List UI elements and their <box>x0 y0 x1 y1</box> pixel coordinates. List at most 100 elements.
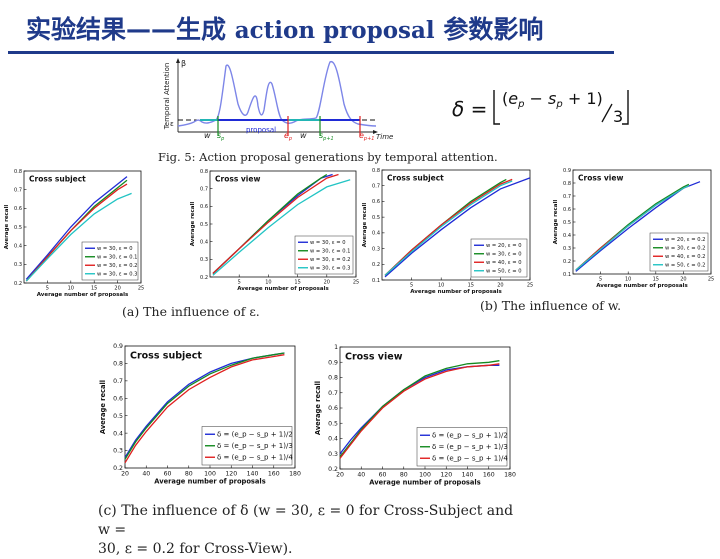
x-tick-label: 180 <box>504 472 516 479</box>
chart-c2: 20 40 60 80 100 120 140 160 180 0.2 0.3 0.4 0.5 0.6 0.… <box>314 344 516 486</box>
ep-label: ep <box>284 131 292 142</box>
attention-y-arrow <box>176 58 180 63</box>
y-tick-label: 0.5 <box>563 220 571 226</box>
x-tick-label: 10 <box>68 286 74 292</box>
formula-lhs: δ = <box>452 97 487 121</box>
legend-label: δ = (e_p − s_p + 1)/3 <box>432 443 508 451</box>
x-tick-label: 40 <box>357 472 365 479</box>
legend-label: w = 30, ε = 0.1 <box>310 249 350 255</box>
legend-label: w = 30, ε = 0.3 <box>97 272 137 278</box>
attention-x-arrow <box>373 130 378 134</box>
x-tick-label: 60 <box>379 472 387 479</box>
y-tick-label: 0.6 <box>14 206 22 212</box>
formula-numerator: (ep − sp + 1) <box>502 89 603 110</box>
x-tick-label: 15 <box>91 286 97 292</box>
x-tick-label: 140 <box>462 472 474 479</box>
legend-box <box>416 427 508 467</box>
x-tick-label: 80 <box>400 472 408 479</box>
recall-charts: 5 10 15 20 25 0.2 0.3 0.4 0.5 0.6 0.7 0.8 Average nu… <box>4 168 714 487</box>
chart-title: Cross view <box>578 174 623 183</box>
epsilon-label: ε <box>170 120 174 128</box>
series-line <box>25 183 128 282</box>
series-line <box>124 354 285 464</box>
x-tick-label: 10 <box>625 277 631 283</box>
y-tick-label: 0.4 <box>200 239 208 245</box>
attention-axis-label: Temporal Attention <box>163 63 171 131</box>
x-tick-label: 5 <box>238 280 241 286</box>
proposal-label: proposal <box>246 126 276 134</box>
figure5-caption: Fig. 5: Action proposal generations by t… <box>158 150 498 164</box>
x-tick-label: 20 <box>324 280 330 286</box>
x-tick-label: 20 <box>121 471 129 478</box>
y-tick-label: 0.8 <box>200 169 208 175</box>
floor-left-bracket <box>493 90 500 125</box>
x-tick-label: 20 <box>497 283 503 289</box>
y-tick-label: 0.8 <box>328 375 338 382</box>
chart-b2: 5 10 15 20 25 0.1 0.2 0.3 0.4 0.5 0.6 0.7 0.8 0.9 Aver… <box>553 168 714 289</box>
title-en-part: action proposal <box>234 17 435 44</box>
formula-slash <box>601 103 613 123</box>
x-tick-label: 20 <box>336 472 344 479</box>
legend-label: δ = (e_p − s_p + 1)/2 <box>217 431 293 439</box>
chart-a1: 5 10 15 20 25 0.2 0.3 0.4 0.5 0.6 0.7 0.8 Average nu… <box>4 169 144 298</box>
legend-label: w = 30, ε = 0.1 <box>97 255 137 261</box>
series-line <box>212 173 339 274</box>
legend-label: w = 50, ε = 0.2 <box>665 263 705 269</box>
chart-title: Cross subject <box>130 351 202 362</box>
formula-denominator: 3 <box>613 107 623 126</box>
x-tick-label: 160 <box>483 472 495 479</box>
y-tick-label: 0.4 <box>113 430 123 437</box>
y-tick-label: 0.6 <box>200 204 208 210</box>
w1-label: w <box>204 131 211 140</box>
y-tick-label: 0.5 <box>200 222 208 228</box>
x-tick-label: 60 <box>164 471 172 478</box>
y-tick-label: 0.9 <box>563 168 571 174</box>
y-tick-label: 0.4 <box>14 243 22 249</box>
y-axis-label: Average recall <box>190 202 196 247</box>
legend-label: δ = (e_p − s_p + 1)/3 <box>217 442 293 450</box>
y-tick-label: 0.4 <box>372 231 380 237</box>
y-axis-label: Average recall <box>4 205 10 250</box>
y-tick-label: 0.8 <box>14 169 22 175</box>
series-line <box>384 177 531 278</box>
series-line <box>124 352 285 460</box>
caption-c-line2: 30, ε = 0.2 for Cross-View). <box>98 541 293 557</box>
y-tick-label: 0.1 <box>563 272 571 278</box>
x-tick-label: 15 <box>468 283 474 289</box>
floor-right-bracket <box>622 90 629 125</box>
y-tick-label: 0.4 <box>328 436 338 443</box>
series-line <box>339 363 500 459</box>
chart-title: Cross view <box>215 175 260 184</box>
series-line <box>25 192 132 282</box>
y-tick-label: 0.7 <box>372 183 380 189</box>
x-tick-label: 5 <box>46 286 49 292</box>
y-tick-label: 0.3 <box>328 451 338 458</box>
x-tick-label: 25 <box>138 286 144 292</box>
x-tick-label: 20 <box>114 286 120 292</box>
y-tick-label: 0.5 <box>328 420 338 427</box>
y-tick-label: 0.3 <box>372 246 380 252</box>
y-tick-label: 0.6 <box>328 405 338 412</box>
legend-label: w = 20, ε = 0.2 <box>665 237 705 243</box>
y-tick-label: 0.5 <box>14 225 22 231</box>
w2-label: w <box>300 131 307 140</box>
legend-label: δ = (e_p − s_p + 1)/4 <box>217 454 293 462</box>
legend-label: w = 30, ε = 0.2 <box>665 246 705 252</box>
y-tick-label: 0.3 <box>200 257 208 263</box>
attention-curve <box>177 61 377 127</box>
y-tick-label: 0.6 <box>113 395 123 402</box>
legend-label: w = 30, ε = 0 <box>486 252 522 258</box>
x-axis-label: Average number of proposals <box>237 286 329 292</box>
caption-a: (a) The influence of ε. <box>122 304 260 319</box>
y-tick-label: 0.3 <box>113 448 123 455</box>
y-tick-label: 0.5 <box>372 215 380 221</box>
y-tick-label: 0.9 <box>328 359 338 366</box>
title-cn-part1: 实验结果——生成 <box>26 15 227 44</box>
legend-label: w = 30, ε = 0 <box>97 246 133 252</box>
caption-c: (c) The influence of δ (w = 30, ε = 0 fo… <box>98 502 528 559</box>
x-tick-label: 120 <box>440 472 452 479</box>
legend-label: w = 50, ε = 0 <box>486 269 522 275</box>
x-tick-label: 140 <box>247 471 259 478</box>
y-tick-label: 0.3 <box>563 246 571 252</box>
y-tick-label: 0.2 <box>200 275 208 281</box>
